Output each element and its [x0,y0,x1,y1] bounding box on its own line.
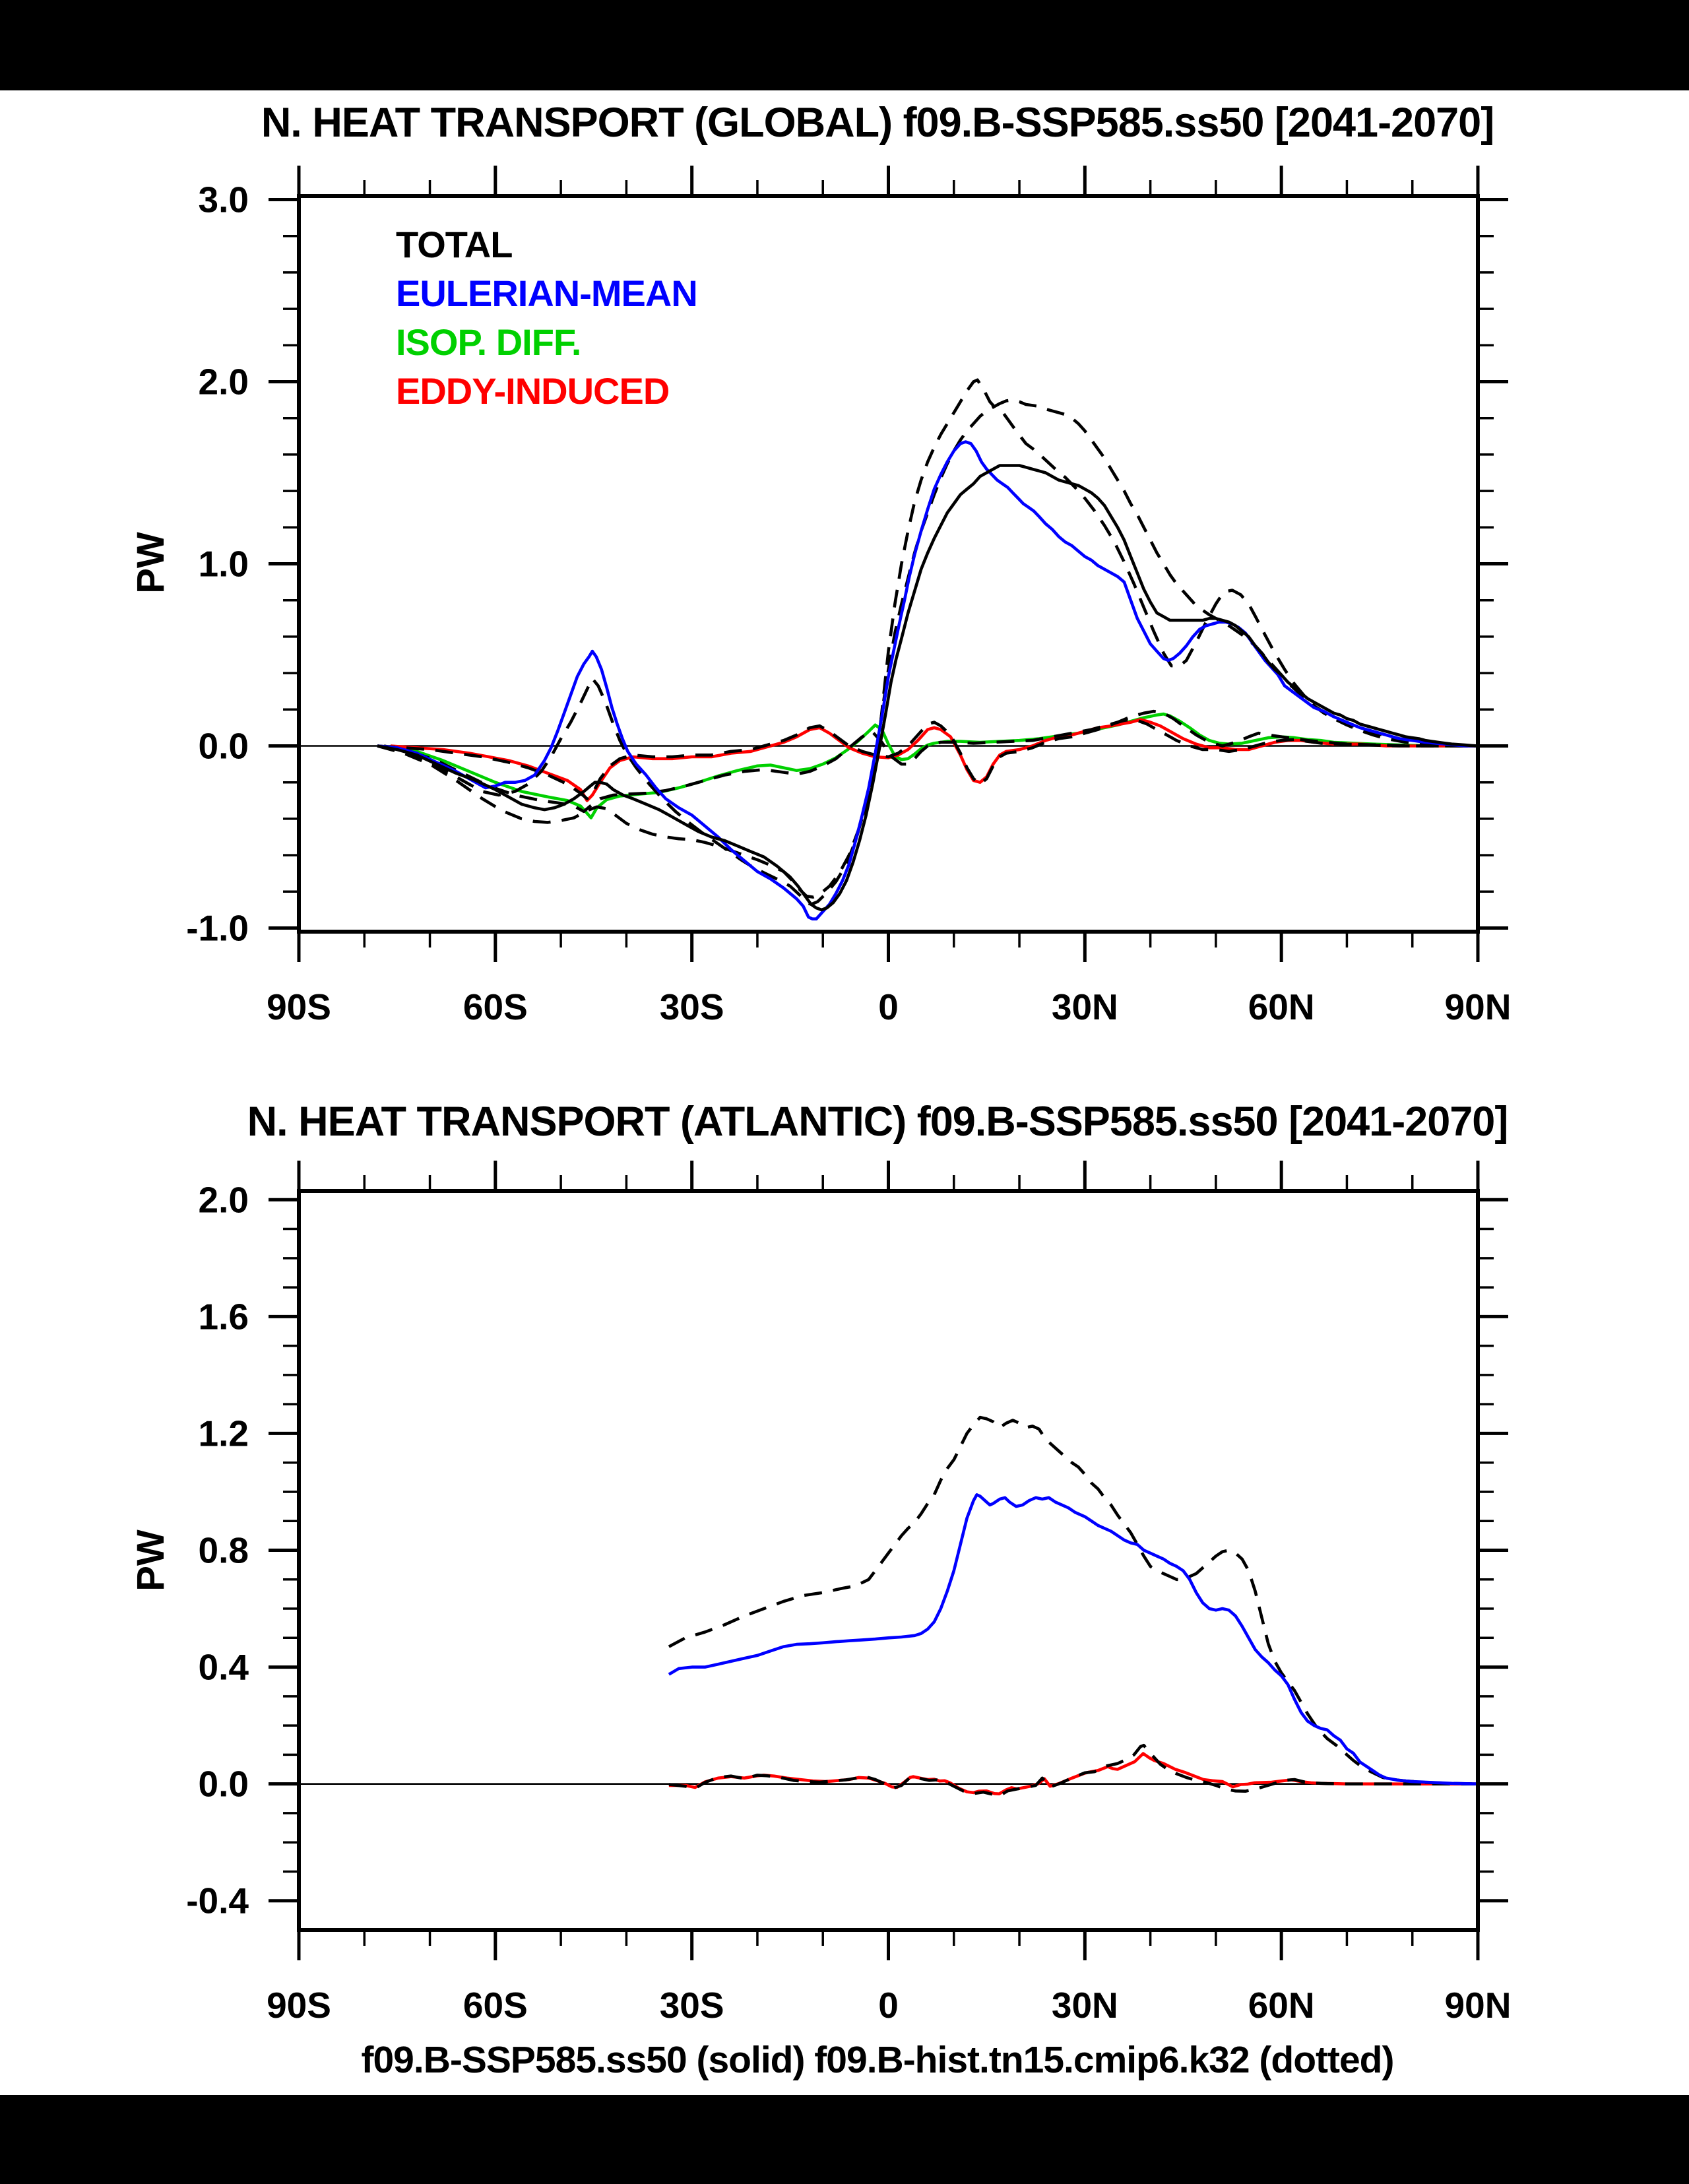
y-tick-label: 0.8 [199,1530,249,1571]
y-tick-label: 1.0 [199,544,249,585]
x-tick-label: 90N [1445,1985,1512,2026]
legend-item-eulerian-mean: EULERIAN-MEAN [396,273,698,314]
x-tick-label: 90S [267,1985,331,2026]
top-border [0,0,1689,90]
x-tick-label: 60N [1248,1985,1315,2026]
global-plot: 90S 60S 30S 0 30N 60N 90N 3.0 2.0 1.0 0.0 -1.0 [186,166,1511,1027]
y-tick-label: 2.0 [199,1179,249,1220]
x-tick-label: 60N [1248,986,1315,1027]
atlantic-plot: 90S 60S 30S 0 30N 60N 90N 2.0 1.6 1.2 0.8 0.4 0.0 -0.… [186,1161,1511,2026]
y-tick-label: 0.4 [199,1647,249,1688]
x-tick-label: 60S [463,986,528,1027]
global-plot-title: N. HEAT TRANSPORT (GLOBAL) f09.B-SSP585.… [261,100,1494,146]
y-tick-label: 2.0 [199,362,249,402]
x-tick-label: 30N [1052,1985,1118,2026]
x-tick-label: 30S [660,1985,724,2026]
y-tick-label: 0.0 [199,1764,249,1805]
x-tick-label: 30S [660,986,724,1027]
plot-frame [297,194,1480,934]
series-eddy-induced-f09-b-ssp585-ss50- [390,718,1478,802]
y-tick-label: 3.0 [199,179,249,220]
x-tick-label: 0 [878,986,899,1027]
series-isop-diff-f09-b-ssp585-ss50- [390,712,1478,819]
bottom-border [0,2095,1689,2184]
series-eulerian-mean-f09-b-ssp585-ss50- [377,440,1478,920]
legend-item-total: TOTAL [396,224,513,265]
legend-item-isop-diff: ISOP. DIFF. [396,321,581,363]
y-tick-label: 1.2 [199,1413,249,1454]
y-axis-title-atlantic: PW [129,1529,172,1591]
series-isop-diff-f09-b-hist-tn15-cmip6-k32- [383,709,1478,814]
x-tick-label: 90N [1445,986,1512,1027]
plot-frame [297,1189,1480,1932]
y-tick-label: -1.0 [186,907,249,948]
legend: TOTAL EULERIAN-MEAN ISOP. DIFF. EDDY-IND… [396,220,698,416]
x-tick-label: 60S [463,1985,528,2026]
series-total-f09-b-hist-tn15-cmip6-k32- [377,398,1478,899]
series-total-f09-b-hist-tn15-cmip6-k32- [668,1415,1478,1785]
series-eulerian-mean-f09-b-hist-tn15-cmip6-k32- [377,378,1478,906]
series-eddy-induced-f09-b-hist-tn15-cmip6-k32- [377,718,1478,800]
x-tick-label: 90S [267,986,331,1027]
x-tick-label: 0 [878,1985,899,2026]
x-tick-label: 30N [1052,986,1118,1027]
y-axis-title-global: PW [129,532,172,594]
series-eddy-induced-f09-b-hist-tn15-cmip6-k32- [668,1743,1478,1797]
atlantic-plot-title: N. HEAT TRANSPORT (ATLANTIC) f09.B-SSP58… [247,1099,1509,1145]
legend-item-eddy-induced: EDDY-INDUCED [396,370,670,412]
y-tick-label: -0.4 [186,1880,249,1921]
y-tick-label: 0.0 [199,725,249,766]
case-caption: f09.B-SSP585.ss50 (solid) f09.B-hist.tn1… [361,2039,1395,2081]
y-tick-label: 1.6 [199,1296,249,1337]
series-total-f09-b-ssp585-ss50- [377,464,1478,912]
series-eddy-induced-f09-b-ssp585-ss50- [668,1752,1478,1795]
series-eulerian-mean-f09-b-ssp585-ss50- [668,1493,1478,1785]
